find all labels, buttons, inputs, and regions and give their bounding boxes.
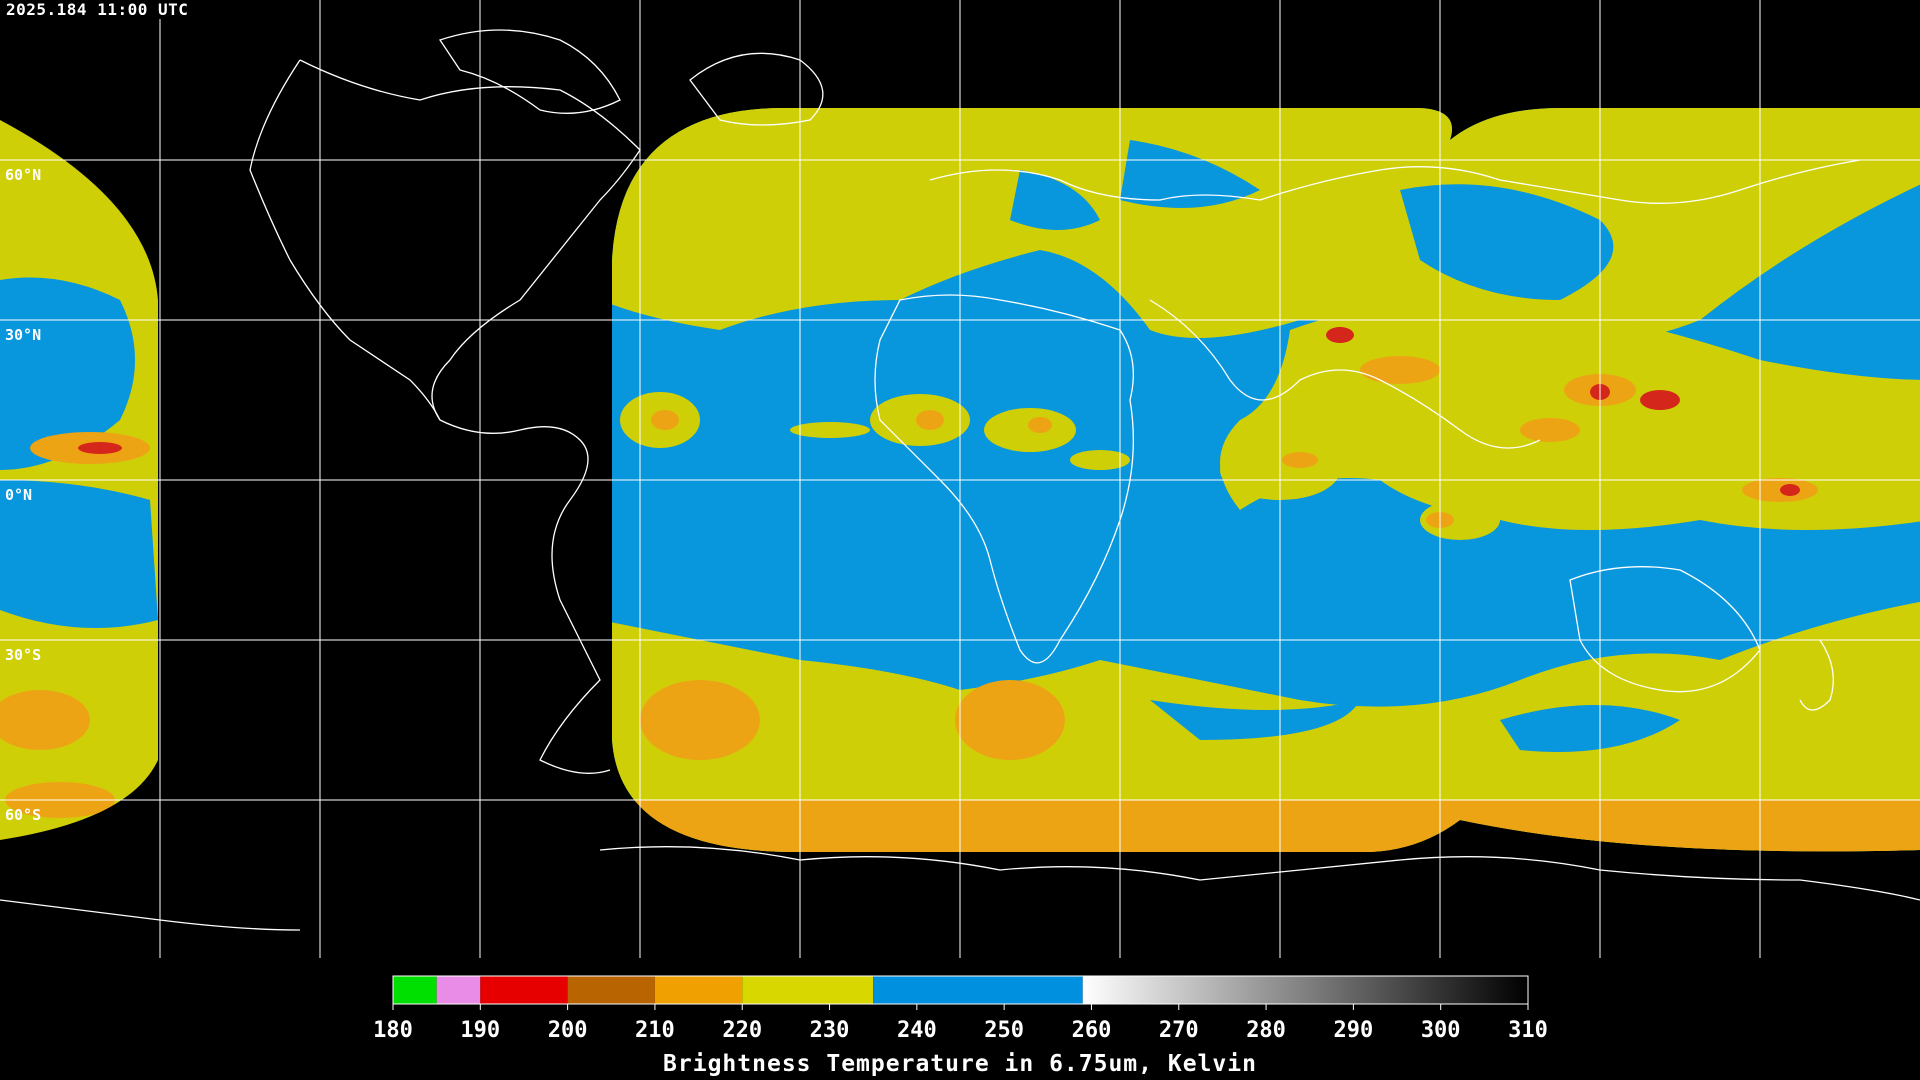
coastlines: [0, 29, 1920, 931]
colorbar-segment-0: [393, 976, 437, 1004]
colorbar-tick-label: 180: [373, 1018, 413, 1043]
colorbar-segment-5: [742, 976, 874, 1004]
colorbar-segment-7: [1082, 976, 1528, 1004]
lat-label-60n: 60°N: [5, 166, 41, 184]
colorbar-tick-label: 220: [722, 1018, 762, 1043]
colorbar-tick-label: 260: [1072, 1018, 1112, 1043]
lat-label-30n: 30°N: [5, 326, 41, 344]
colorbar-segment-3: [567, 976, 655, 1004]
colorbar-tick-label: 190: [460, 1018, 500, 1043]
colorbar-tick-label: 300: [1421, 1018, 1461, 1043]
lat-label-60s: 60°S: [5, 806, 41, 824]
colorbar-tick-label: 290: [1334, 1018, 1374, 1043]
colorbar-ticks: 180 190 200 210 220 230 240 250 260 270 280 290 300 3…: [373, 1004, 1548, 1043]
colorbar-title: Brightness Temperature in 6.75um, Kelvin: [663, 1051, 1257, 1077]
lat-lon-grid: [0, 0, 1920, 958]
colorbar-tick-label: 280: [1246, 1018, 1286, 1043]
timestamp-label: 2025.184 11:00 UTC: [3, 0, 192, 19]
colorbar-tick-label: 310: [1508, 1018, 1548, 1043]
colorbar-segment-1: [436, 976, 481, 1004]
colorbar-tick-label: 270: [1159, 1018, 1199, 1043]
colorbar-segments: [393, 976, 1528, 1004]
colorbar-tick-label: 240: [897, 1018, 937, 1043]
colorbar-tick-label: 250: [984, 1018, 1024, 1043]
colorbar-segment-2: [480, 976, 568, 1004]
lat-label-30s: 30°S: [5, 646, 41, 664]
colorbar-segment-6: [873, 976, 1083, 1004]
latitude-labels: 60°N 30°N 0°N 30°S 60°S: [5, 166, 41, 824]
colorbar-legend: 180 190 200 210 220 230 240 250 260 270 280 290 300 3…: [373, 975, 1548, 1077]
satellite-map: 60°N 30°N 0°N 30°S 60°S: [0, 0, 1920, 958]
main-satellite-composite: [612, 108, 1920, 852]
colorbar-tick-label: 230: [810, 1018, 850, 1043]
colorbar-tick-label: 200: [548, 1018, 588, 1043]
lat-label-0n: 0°N: [5, 486, 32, 504]
colorbar-segment-4: [654, 976, 743, 1004]
colorbar-frame: [392, 975, 1529, 1005]
colorbar-tick-label: 210: [635, 1018, 675, 1043]
